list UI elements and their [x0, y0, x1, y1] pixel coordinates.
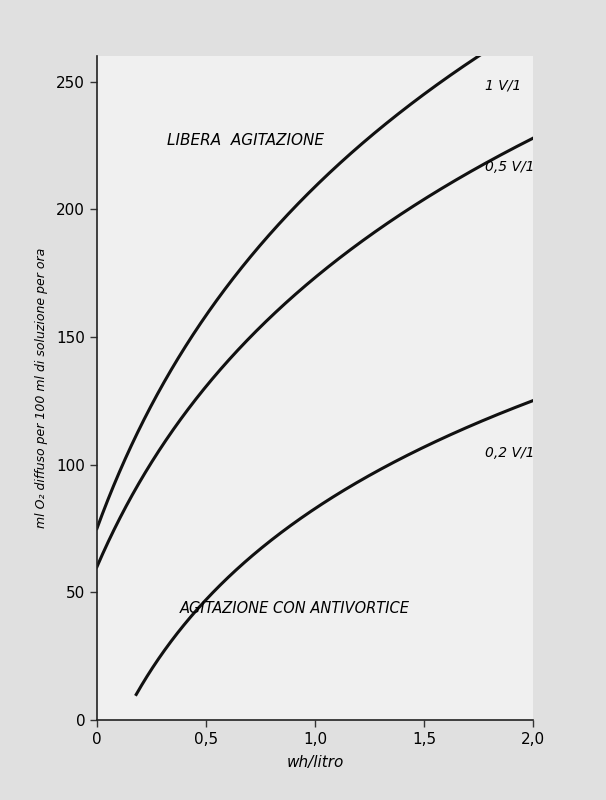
Y-axis label: ml O₂ diffuso per 100 ml di soluzione per ora: ml O₂ diffuso per 100 ml di soluzione pe…	[35, 248, 48, 528]
X-axis label: wh/litro: wh/litro	[287, 755, 344, 770]
Text: 0,5 V/1: 0,5 V/1	[485, 160, 534, 174]
Text: AGITAZIONE CON ANTIVORTICE: AGITAZIONE CON ANTIVORTICE	[180, 601, 410, 616]
Text: 1 V/1: 1 V/1	[485, 78, 522, 92]
Text: 0,2 V/1: 0,2 V/1	[485, 446, 534, 460]
Text: LIBERA  AGITAZIONE: LIBERA AGITAZIONE	[167, 134, 324, 148]
